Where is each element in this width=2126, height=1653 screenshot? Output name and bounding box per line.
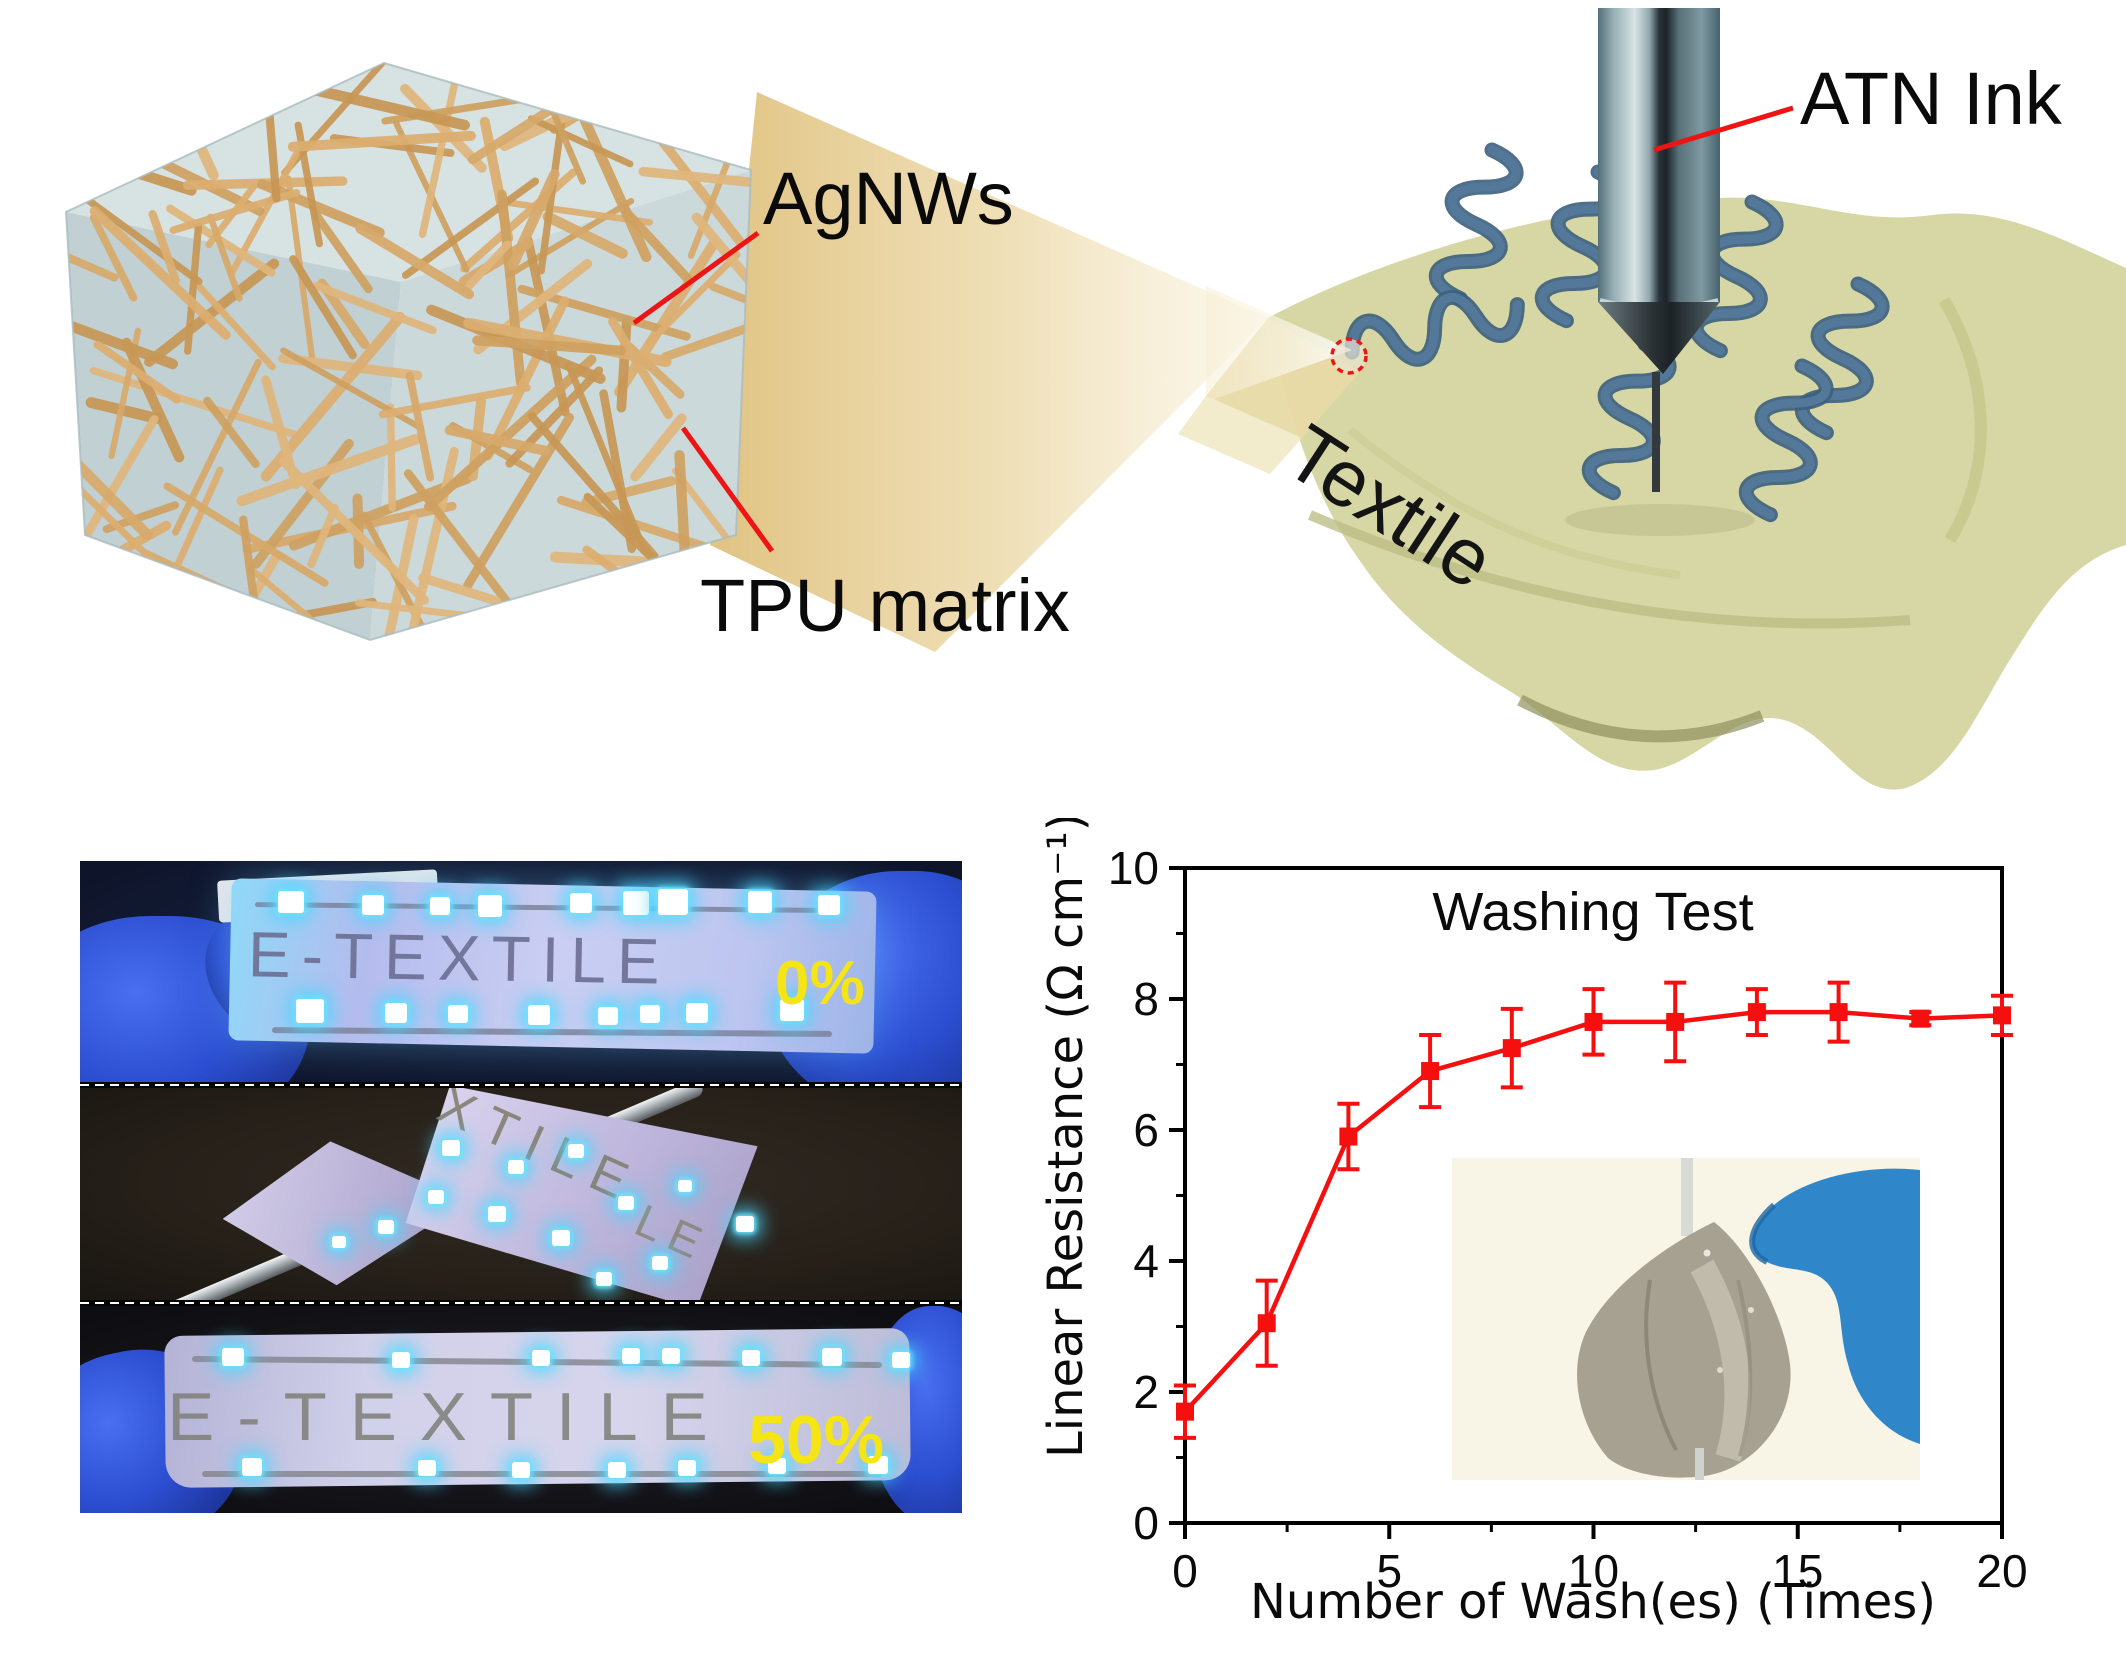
led (242, 1458, 262, 1476)
led (768, 1458, 786, 1474)
led (742, 1350, 760, 1366)
magnified-spot-circle (1330, 337, 1368, 375)
e-textile-photo-panel: E-TEXTILE 0% XTILE LE E-TEXTILE 50% (80, 861, 962, 1513)
y-axis-title: Linear Resistance (Ω cm⁻¹) (1040, 818, 1094, 1458)
ink-nozzle (1598, 8, 1720, 492)
etched-word: E-TEXTILE (167, 1379, 731, 1455)
led (528, 1005, 550, 1025)
led (596, 1272, 612, 1286)
photo-etextile-bent-on-rod: XTILE LE (80, 1088, 962, 1300)
svg-text:2: 2 (1133, 1366, 1159, 1418)
tpu-cube (64, 61, 753, 642)
led (568, 1144, 584, 1158)
led (442, 1140, 460, 1156)
silver-nanowires (66, 63, 751, 640)
led (332, 1236, 346, 1248)
washing-test-chart: 0 5 10 15 20 0 2 4 6 8 10 Washing Test Number of W… (1040, 818, 2028, 1630)
led (362, 895, 384, 915)
led (278, 891, 304, 913)
svg-text:20: 20 (1976, 1545, 2027, 1597)
washed-sample-inset-photo (1452, 1158, 1920, 1480)
photo-etextile-50-percent: E-TEXTILE 50% (80, 1306, 962, 1513)
svg-text:8: 8 (1133, 973, 1159, 1025)
led (428, 1190, 444, 1204)
magnifier-beam (710, 92, 1268, 652)
x-axis-title: Number of Wash(es) (Times) (1250, 1574, 1936, 1630)
svg-text:4: 4 (1133, 1235, 1159, 1287)
photo-separator (80, 1300, 962, 1306)
led (822, 1348, 842, 1366)
led (892, 1352, 910, 1368)
led (678, 1460, 696, 1476)
etched-word: E-TEXTILE (247, 918, 672, 998)
axis-ticks: 0 5 10 15 20 0 2 4 6 8 10 (1108, 842, 2028, 1597)
led (598, 1007, 618, 1025)
inset-glove (1752, 1168, 1920, 1444)
led (488, 1206, 506, 1222)
agnws-pointer-line (632, 230, 760, 326)
strain-label-50: 50% (748, 1402, 885, 1478)
svg-text:5: 5 (1376, 1545, 1402, 1597)
led (532, 1350, 550, 1366)
led (748, 891, 772, 913)
led (618, 1196, 634, 1210)
led (570, 893, 592, 913)
led (736, 1216, 754, 1232)
led (508, 1160, 524, 1174)
led (658, 889, 688, 915)
svg-text:6: 6 (1133, 1104, 1159, 1156)
led (868, 1456, 888, 1474)
svg-text:0: 0 (1172, 1545, 1198, 1597)
led (678, 1180, 692, 1192)
led (662, 1348, 680, 1364)
led (622, 1348, 640, 1364)
photo-etextile-0-percent: E-TEXTILE 0% (80, 861, 962, 1082)
led (652, 1256, 668, 1270)
led (418, 1460, 436, 1476)
led (392, 1352, 410, 1368)
led (378, 1220, 394, 1234)
strain-label-0: 0% (775, 949, 865, 1018)
led (780, 999, 804, 1021)
led (222, 1348, 244, 1366)
atn-ink-label: ATN Ink (1800, 57, 2063, 140)
led (478, 895, 502, 917)
led (430, 897, 450, 915)
tpu-matrix-label: TPU matrix (700, 564, 1070, 647)
led (686, 1003, 708, 1023)
led (385, 1003, 407, 1023)
led (296, 999, 324, 1023)
led (608, 1462, 626, 1478)
svg-text:10: 10 (1108, 842, 1159, 894)
svg-text:0: 0 (1133, 1497, 1159, 1549)
svg-text:10: 10 (1568, 1545, 1619, 1597)
led (623, 891, 649, 915)
schematic-illustration: AgNWs TPU matrix ATN Ink Textile (64, 8, 2126, 790)
agnws-label: AgNWs (763, 157, 1014, 240)
led (512, 1462, 530, 1478)
led (818, 895, 840, 915)
magnifier-cone (1206, 286, 1352, 402)
tpu-pointer-line (680, 426, 775, 553)
textile-sheet (1178, 197, 2126, 790)
data-series (1174, 980, 2013, 1440)
led (552, 1230, 570, 1246)
printed-ink-squiggles (1344, 142, 1890, 523)
led (640, 1005, 660, 1023)
svg-text:15: 15 (1772, 1545, 1823, 1597)
led (448, 1005, 468, 1023)
atn-pointer-line (1653, 105, 1794, 153)
chart-title: Washing Test (1432, 882, 1753, 942)
conductive-busline-bottom (202, 1471, 882, 1477)
photo-separator (80, 1082, 962, 1088)
